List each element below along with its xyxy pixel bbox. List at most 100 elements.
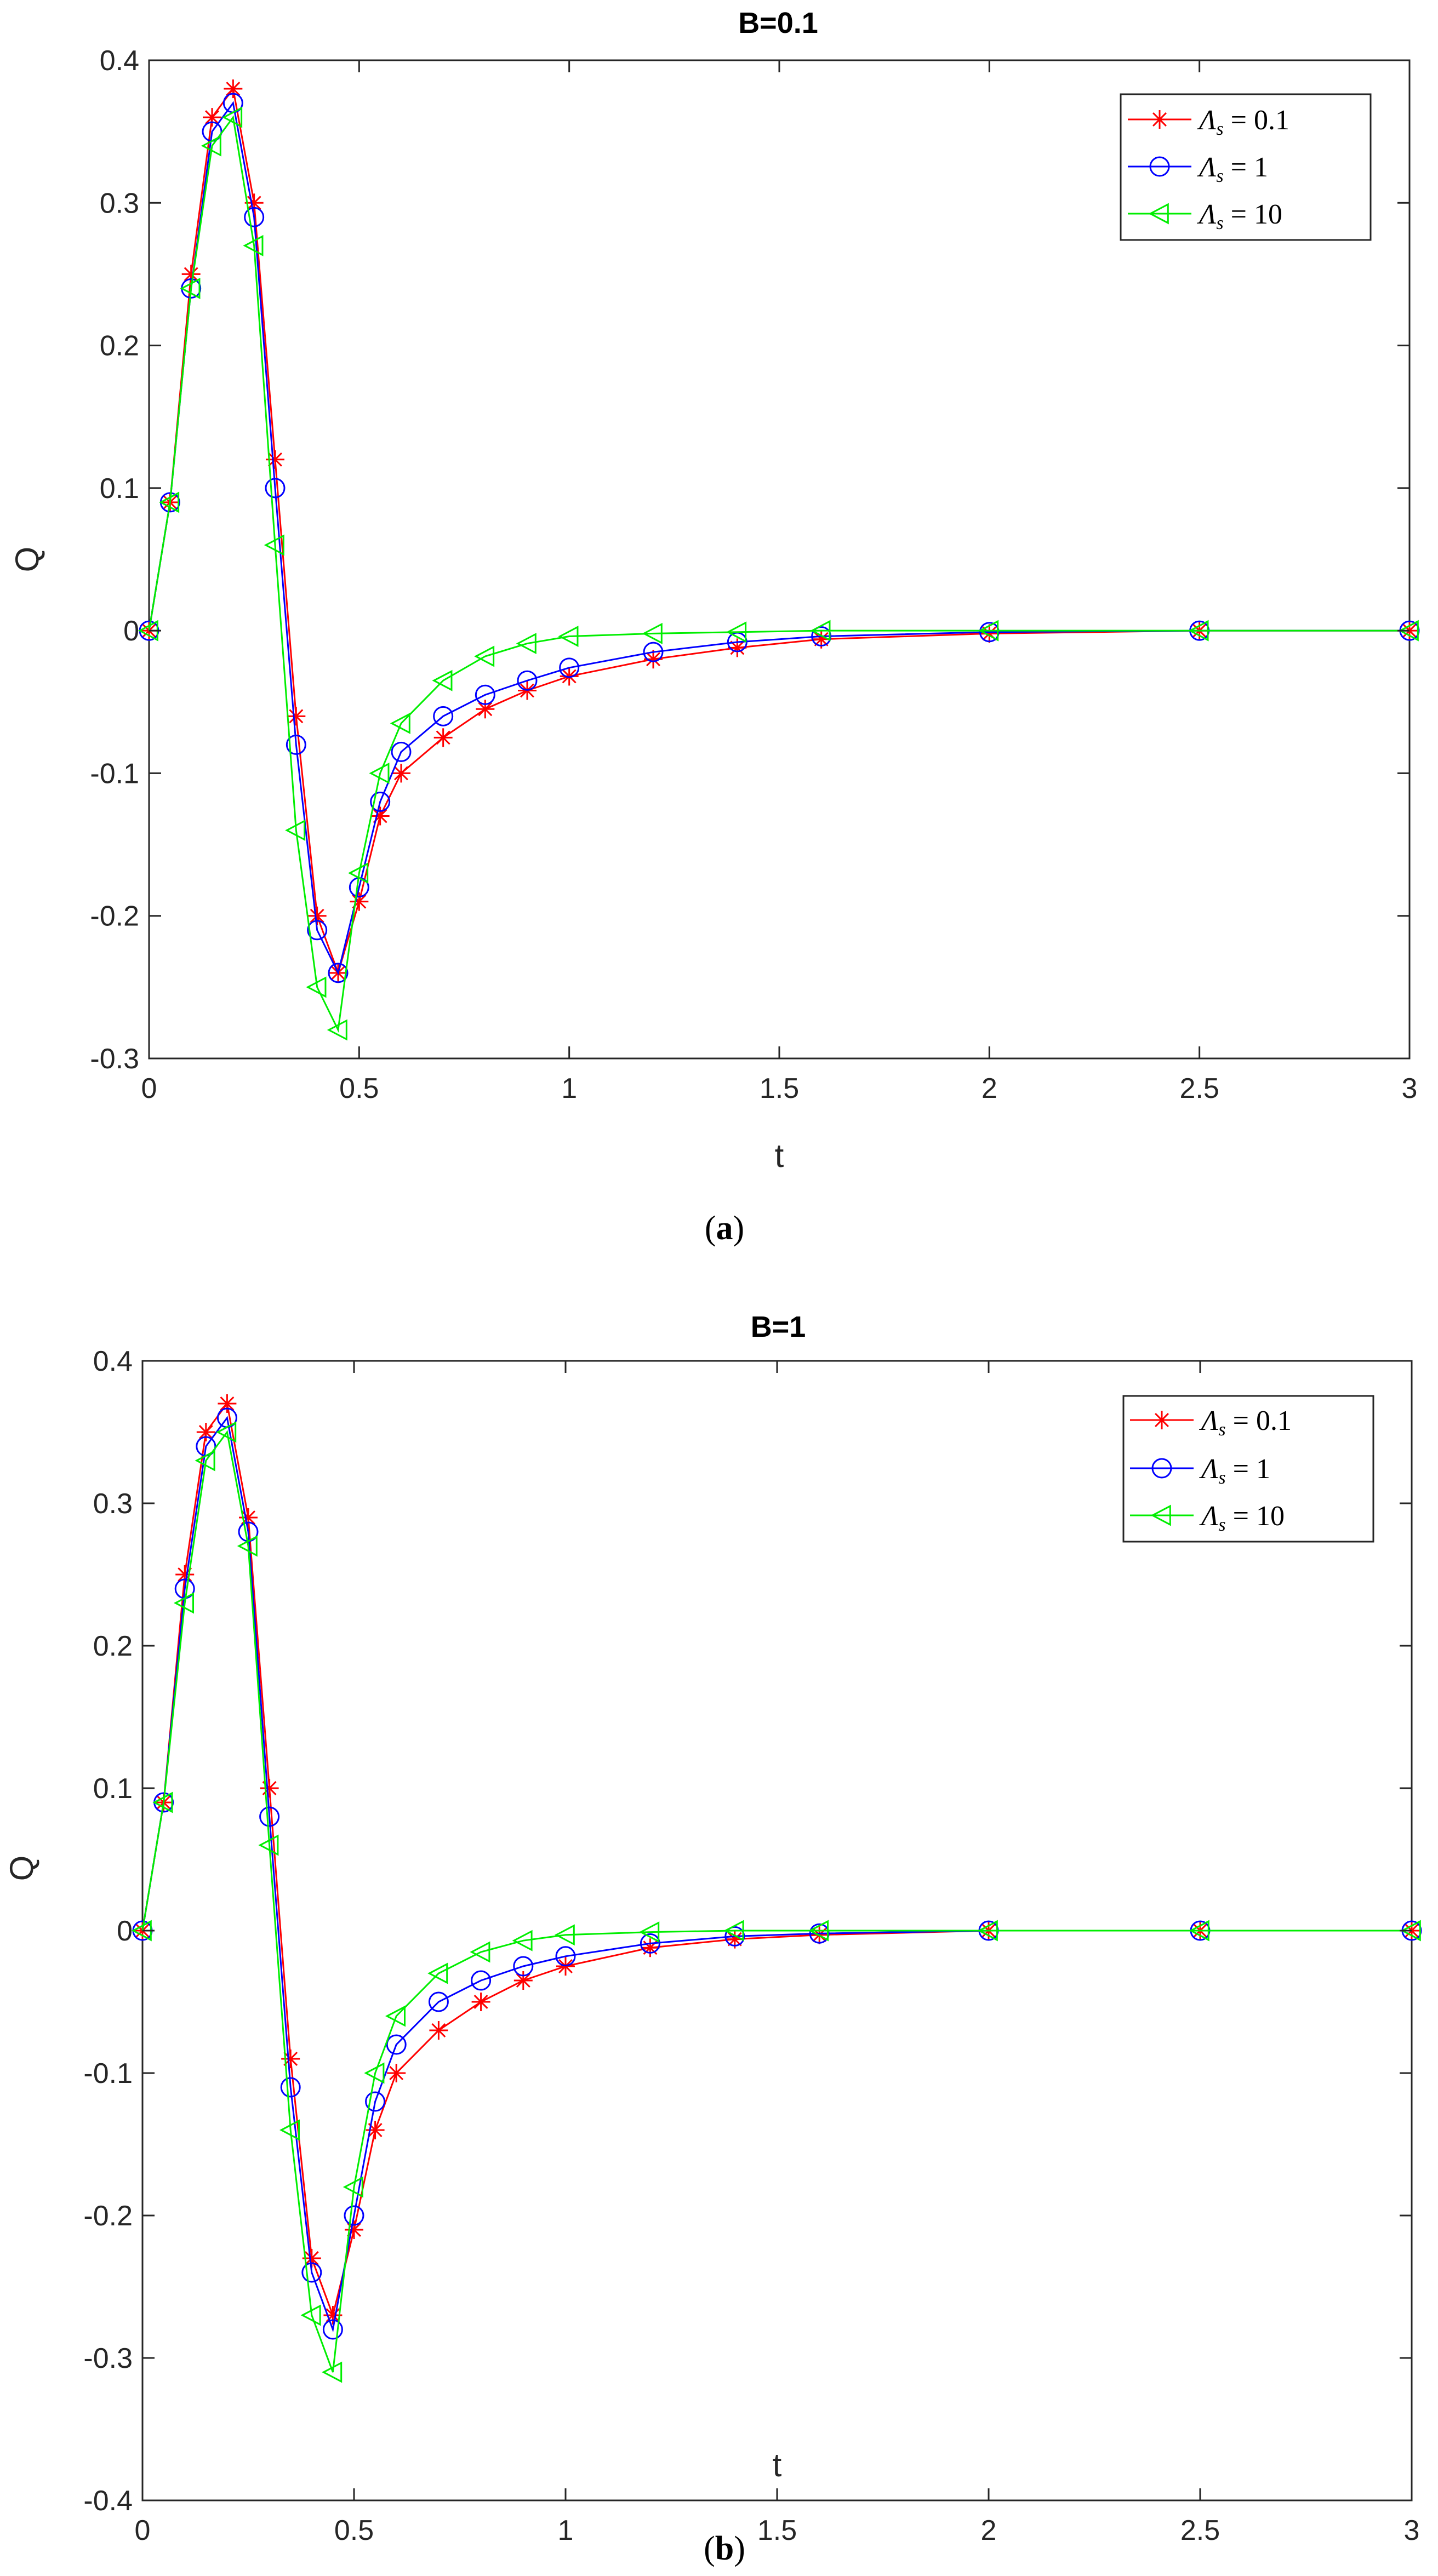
data-point	[260, 1779, 279, 1798]
panel-a: B=0.1 -0.3 -0.2 -0.1 0 0.1 0.2 0.3 0.4 0 0.5 1 1.5…	[9, 7, 1420, 1247]
data-point	[392, 764, 410, 783]
data-point	[517, 670, 538, 691]
data-point	[391, 741, 412, 762]
data-point	[327, 1019, 347, 1041]
data-point	[152, 1791, 173, 1813]
y-tick-label: 0.3	[100, 187, 139, 219]
y-tick-label: 0	[123, 615, 139, 647]
data-point	[203, 108, 221, 127]
data-point	[279, 2119, 300, 2141]
x-axis-label: t	[773, 2447, 782, 2483]
data-point	[475, 684, 495, 705]
legend-marker-shape	[1150, 1504, 1171, 1526]
data-point	[159, 491, 180, 513]
data-point	[639, 1921, 660, 1943]
data-point	[726, 621, 747, 643]
data-point	[364, 2062, 385, 2084]
x-tick-label: 1.5	[757, 2515, 797, 2546]
data-point	[322, 2319, 343, 2340]
legend-marker-shape	[1152, 1411, 1171, 1429]
data-point	[643, 642, 664, 662]
data-point	[173, 1592, 194, 1614]
chart-title: B=1	[751, 1310, 806, 1343]
legend-marker-shape	[1150, 110, 1169, 129]
data-point	[287, 707, 306, 726]
data-point	[1400, 1920, 1421, 1942]
panel-caption: (a)	[705, 1210, 744, 1247]
data-point	[280, 2077, 301, 2098]
data-point	[264, 534, 284, 556]
data-point	[811, 626, 832, 647]
x-tick-label: 2	[981, 2515, 997, 2546]
legend-marker-circle	[1151, 1458, 1172, 1479]
y-tick-label: 0.2	[93, 1630, 133, 1662]
data-point	[348, 862, 369, 884]
data-point	[808, 1920, 829, 1942]
data-point	[558, 626, 579, 648]
legend-marker-asterisk	[1150, 110, 1169, 129]
data-point	[181, 265, 201, 284]
legend-entry: Λs = 0.1	[1128, 105, 1289, 139]
data-point	[516, 633, 537, 655]
data-point	[300, 2304, 321, 2326]
data-point	[644, 650, 663, 669]
data-point	[307, 920, 328, 941]
data-point	[369, 762, 390, 784]
y-tick-label: 0.4	[100, 45, 139, 77]
x-tick-label: 0.5	[334, 2515, 374, 2546]
legend-label: Λs = 0.1	[1199, 1405, 1292, 1440]
series-line	[141, 1416, 1412, 2333]
data-point	[977, 1920, 998, 1942]
y-axis-ticks: -0.3 -0.2 -0.1 0 0.1 0.2 0.3 0.4	[90, 45, 1410, 1075]
data-point	[427, 1962, 448, 1984]
data-point	[979, 622, 1000, 643]
legend-marker-asterisk	[1152, 1411, 1171, 1429]
x-tick-label: 3	[1402, 1073, 1418, 1104]
legend-marker-shape	[1148, 203, 1169, 225]
data-point	[432, 669, 453, 691]
data-point	[196, 1423, 215, 1441]
legend-label: Λs = 1	[1199, 1453, 1270, 1488]
data-point	[1189, 1920, 1209, 1942]
series-triangle-left	[138, 106, 1419, 1041]
legend-marker-triangle	[1150, 1504, 1171, 1526]
x-tick-label: 0	[141, 1073, 157, 1104]
legend-entry: Λs = 1	[1128, 152, 1268, 186]
x-tick-label: 2.5	[1180, 1073, 1219, 1104]
data-point	[222, 106, 243, 128]
series-line	[148, 115, 1410, 1033]
data-point	[243, 234, 264, 256]
x-tick-label: 3	[1404, 2515, 1420, 2546]
data-point	[307, 906, 327, 925]
y-tick-label: -0.2	[83, 2200, 133, 2232]
data-point	[433, 728, 453, 747]
data-point	[640, 1933, 660, 1954]
data-point	[218, 1394, 237, 1413]
y-tick-label: -0.3	[83, 2343, 133, 2374]
data-point	[559, 657, 580, 678]
x-axis-label: t	[775, 1137, 784, 1174]
y-tick-label: 0.3	[93, 1488, 133, 1520]
y-axis-ticks: -0.4 -0.3 -0.2 -0.1 0 0.1 0.2 0.3 0.4	[83, 1346, 1412, 2517]
x-tick-label: 1.5	[760, 1073, 799, 1104]
legend-marker-circle	[1149, 156, 1170, 177]
data-point	[265, 478, 286, 499]
data-point	[470, 1941, 490, 1963]
panel-b: B=1 -0.4 -0.3 -0.2 -0.1 0 0.1 0.2 0.3 0.4 0 0.5 1 1…	[3, 1310, 1422, 2567]
legend-entry: Λs = 10	[1130, 1501, 1285, 1535]
data-point	[476, 700, 495, 719]
data-point	[244, 193, 264, 213]
y-tick-label: 0.1	[100, 473, 139, 505]
data-point	[978, 620, 999, 642]
data-point	[512, 1930, 533, 1951]
data-point	[724, 1926, 745, 1947]
data-point	[237, 1535, 258, 1557]
legend-marker-triangle	[1148, 203, 1169, 225]
data-point	[554, 1924, 575, 1946]
data-point	[513, 1971, 533, 1990]
legend-label: Λs = 10	[1199, 1501, 1285, 1535]
data-point	[343, 2176, 363, 2198]
data-point	[370, 791, 391, 812]
data-point	[387, 2064, 406, 2082]
x-axis-ticks: 0 0.5 1 1.5 2 2.5 3	[135, 1361, 1420, 2546]
